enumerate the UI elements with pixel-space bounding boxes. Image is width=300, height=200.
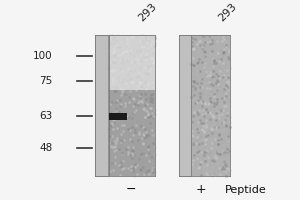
Text: 63: 63 <box>39 111 52 121</box>
Bar <box>191 35 230 176</box>
Text: 75: 75 <box>39 76 52 86</box>
Text: 293: 293 <box>136 1 159 23</box>
Bar <box>109 113 127 120</box>
Text: 48: 48 <box>39 143 52 153</box>
Text: −: − <box>125 183 136 196</box>
Bar <box>178 35 190 176</box>
Text: +: + <box>196 183 206 196</box>
Bar <box>109 35 155 90</box>
Bar <box>94 35 108 176</box>
Bar <box>109 35 155 176</box>
Text: Peptide: Peptide <box>225 185 267 195</box>
Text: 293: 293 <box>216 1 238 23</box>
Text: 100: 100 <box>33 51 52 61</box>
